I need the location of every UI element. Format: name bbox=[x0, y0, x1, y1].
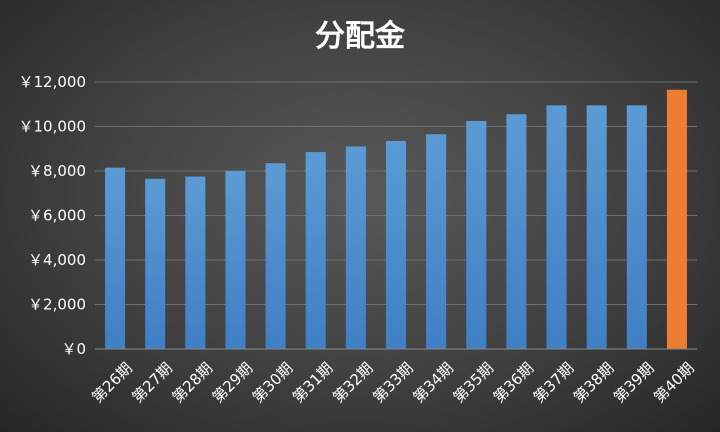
bar bbox=[145, 178, 166, 349]
y-tick-label: ￥6,000 bbox=[28, 207, 86, 225]
x-tick-label: 第33期 bbox=[369, 359, 416, 406]
x-tick-label: 第31期 bbox=[289, 359, 336, 406]
x-tick-label: 第28期 bbox=[169, 359, 216, 406]
x-tick-label: 第32期 bbox=[329, 359, 376, 406]
bar bbox=[385, 140, 407, 349]
bar bbox=[426, 134, 447, 349]
bar bbox=[586, 105, 607, 349]
y-tick-label: ￥4,000 bbox=[28, 251, 86, 269]
bar bbox=[185, 176, 206, 349]
x-tick-label: 第26期 bbox=[88, 359, 135, 406]
x-tick-label: 第30期 bbox=[249, 359, 296, 406]
bar bbox=[265, 163, 286, 349]
x-tick-label: 第37期 bbox=[530, 359, 577, 406]
y-tick-label: ￥0 bbox=[61, 340, 86, 358]
bar bbox=[225, 171, 246, 349]
bars bbox=[105, 89, 687, 349]
x-axis-tick-labels: 第26期第27期第28期第29期第30期第31期第32期第33期第34期第35期… bbox=[88, 359, 697, 406]
bar bbox=[105, 167, 126, 349]
x-tick-label: 第29期 bbox=[209, 359, 256, 406]
y-tick-label: ￥10,000 bbox=[19, 118, 87, 136]
chart-title: 分配金 bbox=[315, 19, 406, 54]
y-tick-label: ￥8,000 bbox=[28, 162, 86, 180]
bar bbox=[626, 105, 647, 349]
bar bbox=[546, 105, 567, 349]
x-tick-label: 第34期 bbox=[409, 359, 456, 406]
bar bbox=[666, 89, 687, 349]
x-tick-label: 第39期 bbox=[610, 359, 657, 406]
x-tick-label: 第35期 bbox=[450, 359, 497, 406]
x-tick-label: 第38期 bbox=[570, 359, 617, 406]
bar bbox=[466, 120, 487, 349]
bar bbox=[345, 146, 366, 349]
bar bbox=[305, 152, 326, 349]
y-tick-label: ￥12,000 bbox=[19, 73, 87, 91]
bar bbox=[506, 114, 527, 349]
x-tick-label: 第27期 bbox=[129, 359, 176, 406]
x-tick-label: 第36期 bbox=[490, 359, 537, 406]
y-axis-tick-labels: ￥0 ￥2,000 ￥4,000 ￥6,000 ￥8,000 ￥10,000 ￥12,000 bbox=[19, 73, 87, 358]
y-tick-label: ￥2,000 bbox=[28, 296, 86, 314]
x-tick-label: 第40期 bbox=[650, 359, 697, 406]
